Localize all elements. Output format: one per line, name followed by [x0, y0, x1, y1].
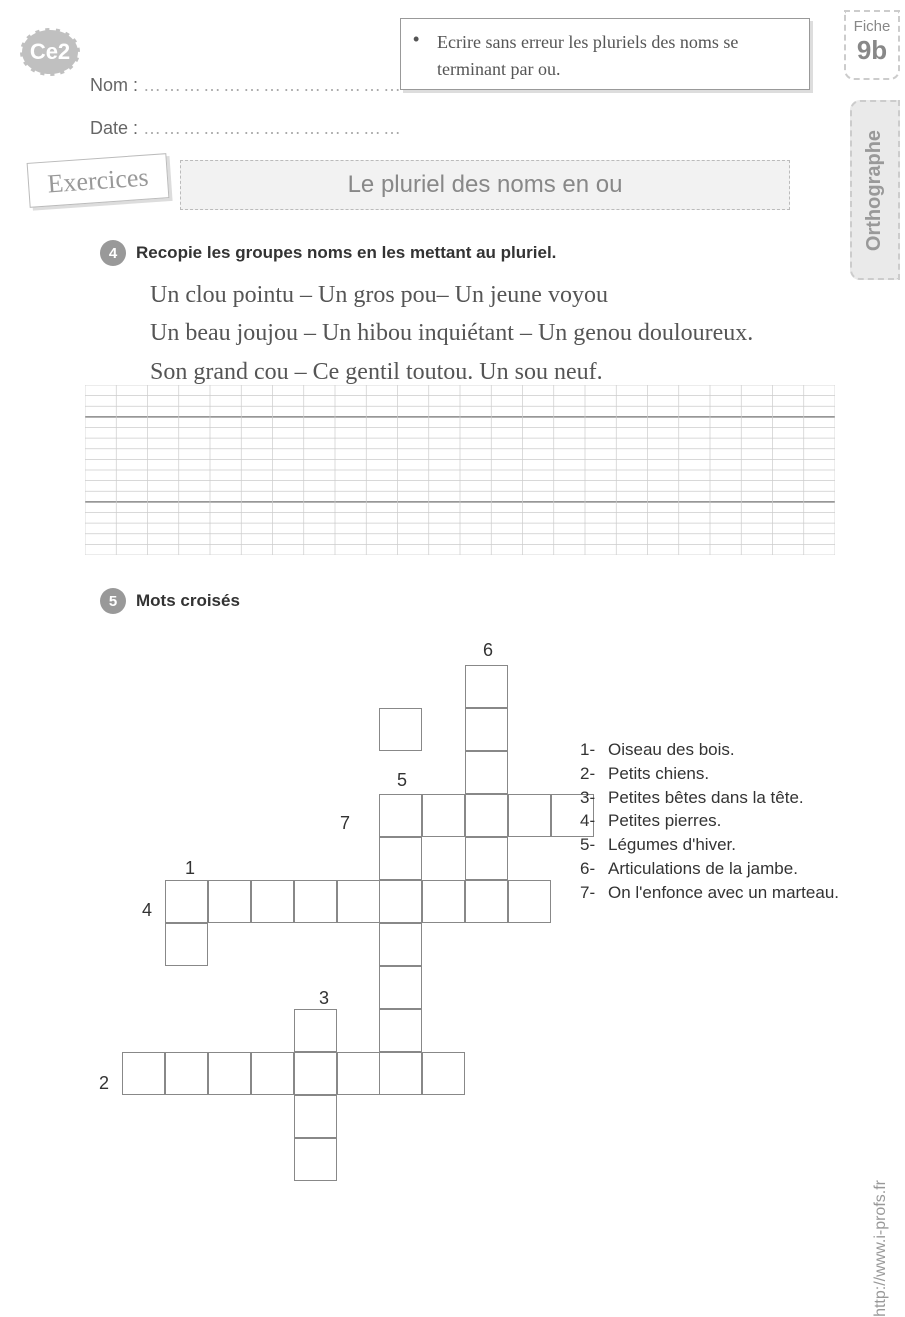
date-row: Date : ………………………………… [90, 118, 403, 139]
clue-row: 2-Petits chiens. [580, 762, 840, 786]
exercise-4-content: Un clou pointu – Un gros pou– Un jeune v… [150, 276, 820, 391]
crossword-grid: 6 5 7 1 4 3 2 [85, 640, 565, 1200]
objective-box: Ecrire sans erreur les pluriels des noms… [400, 18, 810, 90]
date-label: Date : [90, 118, 138, 138]
crossword-cell[interactable] [122, 1052, 165, 1095]
title-banner: Le pluriel des noms en ou [180, 160, 790, 210]
clue-number: 1- [580, 738, 608, 762]
crossword-label: 5 [397, 770, 407, 791]
crossword-label: 1 [185, 858, 195, 879]
crossword-cell[interactable] [294, 1009, 337, 1052]
clue-text: On l'enfonce avec un marteau. [608, 881, 839, 905]
exercise-4-instruction: Recopie les groupes noms en les mettant … [136, 243, 556, 263]
crossword-clues: 1-Oiseau des bois.2-Petits chiens.3-Peti… [580, 738, 840, 905]
exercise-5-instruction: Mots croisés [136, 591, 240, 611]
crossword-cell[interactable] [422, 1052, 465, 1095]
exercices-tag: Exercices [27, 153, 170, 208]
crossword-cell[interactable] [508, 880, 551, 923]
crossword-cell[interactable] [251, 1052, 294, 1095]
fiche-tab: Fiche 9b [844, 10, 900, 80]
clue-number: 2- [580, 762, 608, 786]
clue-number: 4- [580, 809, 608, 833]
clue-text: Articulations de la jambe. [608, 857, 798, 881]
crossword-cell[interactable] [379, 1009, 422, 1052]
crossword-cell[interactable] [294, 880, 337, 923]
clue-row: 3-Petites bêtes dans la tête. [580, 786, 840, 810]
crossword-cell[interactable] [165, 880, 208, 923]
crossword-cell[interactable] [379, 880, 422, 923]
crossword-label: 6 [483, 640, 493, 661]
clue-number: 7- [580, 881, 608, 905]
grid-svg [85, 385, 835, 555]
crossword-cell[interactable] [379, 837, 422, 880]
ex4-line1: Un clou pointu – Un gros pou– Un jeune v… [150, 276, 820, 314]
name-row: Nom : ………………………………… [90, 75, 403, 96]
exercise-4-number: 4 [100, 240, 126, 266]
clue-number: 3- [580, 786, 608, 810]
clue-row: 5-Légumes d'hiver. [580, 833, 840, 857]
crossword-label: 2 [99, 1073, 109, 1094]
source-url: http://www.i-profs.fr [872, 1180, 890, 1317]
name-date-block: Nom : ………………………………… Date : ………………………………… [90, 75, 403, 161]
exercise-5-header: 5 Mots croisés [100, 588, 240, 614]
clue-text: Oiseau des bois. [608, 738, 735, 762]
crossword-cell[interactable] [379, 1052, 422, 1095]
clue-row: 6-Articulations de la jambe. [580, 857, 840, 881]
clue-text: Petites bêtes dans la tête. [608, 786, 804, 810]
grade-badge: Ce2 [20, 28, 80, 76]
crossword-cell[interactable] [465, 665, 508, 708]
crossword-label: 3 [319, 988, 329, 1009]
crossword-cell[interactable] [208, 1052, 251, 1095]
crossword-cell[interactable] [165, 923, 208, 966]
crossword-cell[interactable] [379, 794, 422, 837]
crossword-cell[interactable] [337, 880, 380, 923]
crossword-cell[interactable] [465, 751, 508, 794]
fiche-label: Fiche [846, 18, 898, 35]
writing-grid [85, 385, 835, 555]
exercise-4-header: 4 Recopie les groupes noms en les mettan… [100, 240, 820, 266]
subject-tab: Orthographe [850, 100, 900, 280]
crossword-cell[interactable] [294, 1052, 337, 1095]
crossword-cell[interactable] [379, 923, 422, 966]
name-line: ………………………………… [143, 75, 403, 95]
crossword-cell[interactable] [294, 1138, 337, 1181]
crossword-cell[interactable] [337, 1052, 380, 1095]
crossword-cell[interactable] [508, 794, 551, 837]
subject-label: Orthographe [864, 129, 887, 250]
crossword-cell[interactable] [465, 837, 508, 880]
clue-row: 7-On l'enfonce avec un marteau. [580, 881, 840, 905]
clue-text: Légumes d'hiver. [608, 833, 736, 857]
crossword-cell[interactable] [379, 966, 422, 1009]
crossword-label: 7 [340, 813, 350, 834]
objective-text: Ecrire sans erreur les pluriels des noms… [437, 29, 791, 83]
crossword-cell[interactable] [422, 794, 465, 837]
crossword-cell[interactable] [165, 1052, 208, 1095]
clue-text: Petites pierres. [608, 809, 721, 833]
date-line: ………………………………… [143, 118, 403, 138]
crossword-cell[interactable] [465, 880, 508, 923]
crossword-cell[interactable] [251, 880, 294, 923]
fiche-number: 9b [846, 35, 898, 66]
crossword-cell[interactable] [379, 708, 422, 751]
crossword-cell[interactable] [465, 794, 508, 837]
crossword-cell[interactable] [294, 1095, 337, 1138]
name-label: Nom : [90, 75, 138, 95]
crossword-label: 4 [142, 900, 152, 921]
clue-row: 4-Petites pierres. [580, 809, 840, 833]
exercise-5-number: 5 [100, 588, 126, 614]
ex4-line2: Un beau joujou – Un hibou inquiétant – U… [150, 314, 820, 352]
crossword-cell[interactable] [465, 708, 508, 751]
clue-row: 1-Oiseau des bois. [580, 738, 840, 762]
exercise-4: 4 Recopie les groupes noms en les mettan… [100, 240, 820, 391]
clue-number: 6- [580, 857, 608, 881]
crossword-cell[interactable] [208, 880, 251, 923]
crossword-cell[interactable] [422, 880, 465, 923]
clue-number: 5- [580, 833, 608, 857]
clue-text: Petits chiens. [608, 762, 709, 786]
